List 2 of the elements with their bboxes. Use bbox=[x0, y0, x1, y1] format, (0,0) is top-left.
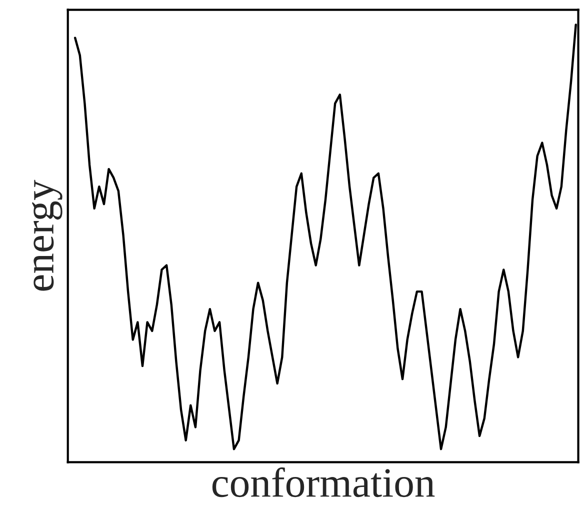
x-axis-title: conformation bbox=[212, 467, 435, 498]
y-axis-title: energy bbox=[32, 180, 62, 291]
